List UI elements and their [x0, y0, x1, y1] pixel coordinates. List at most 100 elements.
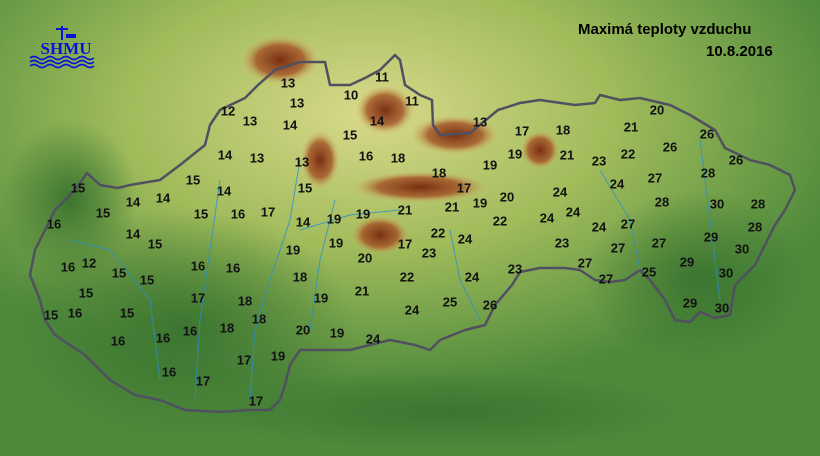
station-temperature: 21 — [354, 283, 370, 299]
station-temperature: 25 — [442, 294, 458, 310]
station-temperature: 13 — [242, 113, 258, 129]
station-temperature: 19 — [355, 206, 371, 222]
station-temperature: 28 — [747, 219, 763, 235]
station-temperature: 15 — [111, 265, 127, 281]
svg-text:SHMU: SHMU — [41, 39, 92, 58]
station-temperature: 29 — [703, 229, 719, 245]
station-temperature: 18 — [390, 150, 406, 166]
station-temperature: 16 — [230, 206, 246, 222]
station-temperature: 26 — [699, 126, 715, 142]
station-temperature: 13 — [472, 114, 488, 130]
station-temperature: 24 — [457, 231, 473, 247]
station-temperature: 20 — [499, 189, 515, 205]
station-temperature: 19 — [482, 157, 498, 173]
station-temperature: 16 — [60, 259, 76, 275]
mountains — [300, 130, 340, 190]
station-temperature: 14 — [217, 147, 233, 163]
station-temperature: 11 — [405, 93, 419, 109]
station-temperature: 18 — [251, 311, 267, 327]
station-temperature: 16 — [110, 333, 126, 349]
station-temperature: 24 — [365, 331, 381, 347]
station-temperature: 27 — [610, 240, 626, 256]
station-temperature: 27 — [620, 216, 636, 232]
lowland — [190, 370, 710, 454]
station-temperature: 19 — [507, 146, 523, 162]
station-temperature: 14 — [125, 226, 141, 242]
station-temperature: 14 — [282, 117, 298, 133]
station-temperature: 15 — [139, 272, 155, 288]
station-temperature: 21 — [623, 119, 639, 135]
station-temperature: 18 — [431, 165, 447, 181]
station-temperature: 15 — [119, 305, 135, 321]
station-temperature: 27 — [647, 170, 663, 186]
station-temperature: 19 — [328, 235, 344, 251]
station-temperature: 23 — [421, 245, 437, 261]
station-temperature: 17 — [456, 180, 472, 196]
station-temperature: 24 — [404, 302, 420, 318]
station-temperature: 29 — [682, 295, 698, 311]
station-temperature: 20 — [649, 102, 665, 118]
station-temperature: 27 — [598, 271, 614, 287]
station-temperature: 15 — [78, 285, 94, 301]
country-border — [28, 53, 797, 414]
station-temperature: 27 — [651, 235, 667, 251]
station-temperature: 24 — [464, 269, 480, 285]
station-temperature: 20 — [295, 322, 311, 338]
station-temperature: 13 — [294, 154, 310, 170]
station-temperature: 16 — [67, 305, 83, 321]
station-temperature: 15 — [342, 127, 358, 143]
station-temperature: 26 — [728, 152, 744, 168]
station-temperature: 16 — [190, 258, 206, 274]
station-temperature: 30 — [714, 300, 730, 316]
station-temperature: 26 — [662, 139, 678, 155]
station-temperature: 30 — [718, 265, 734, 281]
station-temperature: 23 — [554, 235, 570, 251]
station-temperature: 13 — [289, 95, 305, 111]
station-temperature: 25 — [641, 264, 657, 280]
station-temperature: 19 — [329, 325, 345, 341]
station-temperature: 13 — [249, 150, 265, 166]
station-temperature: 18 — [219, 320, 235, 336]
station-temperature: 19 — [313, 290, 329, 306]
station-temperature: 19 — [472, 195, 488, 211]
station-temperature: 22 — [430, 225, 446, 241]
station-temperature: 19 — [285, 242, 301, 258]
station-temperature: 19 — [270, 348, 286, 364]
station-temperature: 10 — [343, 87, 359, 103]
lowland — [585, 190, 815, 370]
station-temperature: 14 — [216, 183, 232, 199]
station-temperature: 18 — [555, 122, 571, 138]
station-temperature: 19 — [326, 211, 342, 227]
station-temperature: 15 — [147, 236, 163, 252]
station-temperature: 24 — [552, 184, 568, 200]
mountains — [240, 35, 320, 85]
station-temperature: 15 — [185, 172, 201, 188]
station-temperature: 24 — [591, 219, 607, 235]
station-temperature: 24 — [609, 176, 625, 192]
mountains — [350, 215, 410, 255]
station-temperature: 14 — [295, 214, 311, 230]
station-temperature: 20 — [357, 250, 373, 266]
station-temperature: 17 — [514, 123, 530, 139]
station-temperature: 17 — [260, 204, 276, 220]
station-temperature: 12 — [220, 103, 236, 119]
station-temperature: 28 — [750, 196, 766, 212]
station-temperature: 22 — [399, 269, 415, 285]
station-temperature: 16 — [161, 364, 177, 380]
station-temperature: 18 — [237, 293, 253, 309]
station-temperature: 12 — [81, 255, 97, 271]
station-temperature: 27 — [577, 255, 593, 271]
station-temperature: 30 — [709, 196, 725, 212]
shmu-logo: SHMU — [28, 22, 104, 70]
station-temperature: 26 — [482, 297, 498, 313]
lowland — [2, 120, 138, 280]
station-temperature: 21 — [559, 147, 575, 163]
station-temperature: 17 — [397, 236, 413, 252]
station-temperature: 17 — [248, 393, 264, 409]
station-temperature: 28 — [654, 194, 670, 210]
station-temperature: 16 — [155, 330, 171, 346]
station-temperature: 15 — [70, 180, 86, 196]
station-temperature: 15 — [43, 307, 59, 323]
station-temperature: 30 — [734, 241, 750, 257]
